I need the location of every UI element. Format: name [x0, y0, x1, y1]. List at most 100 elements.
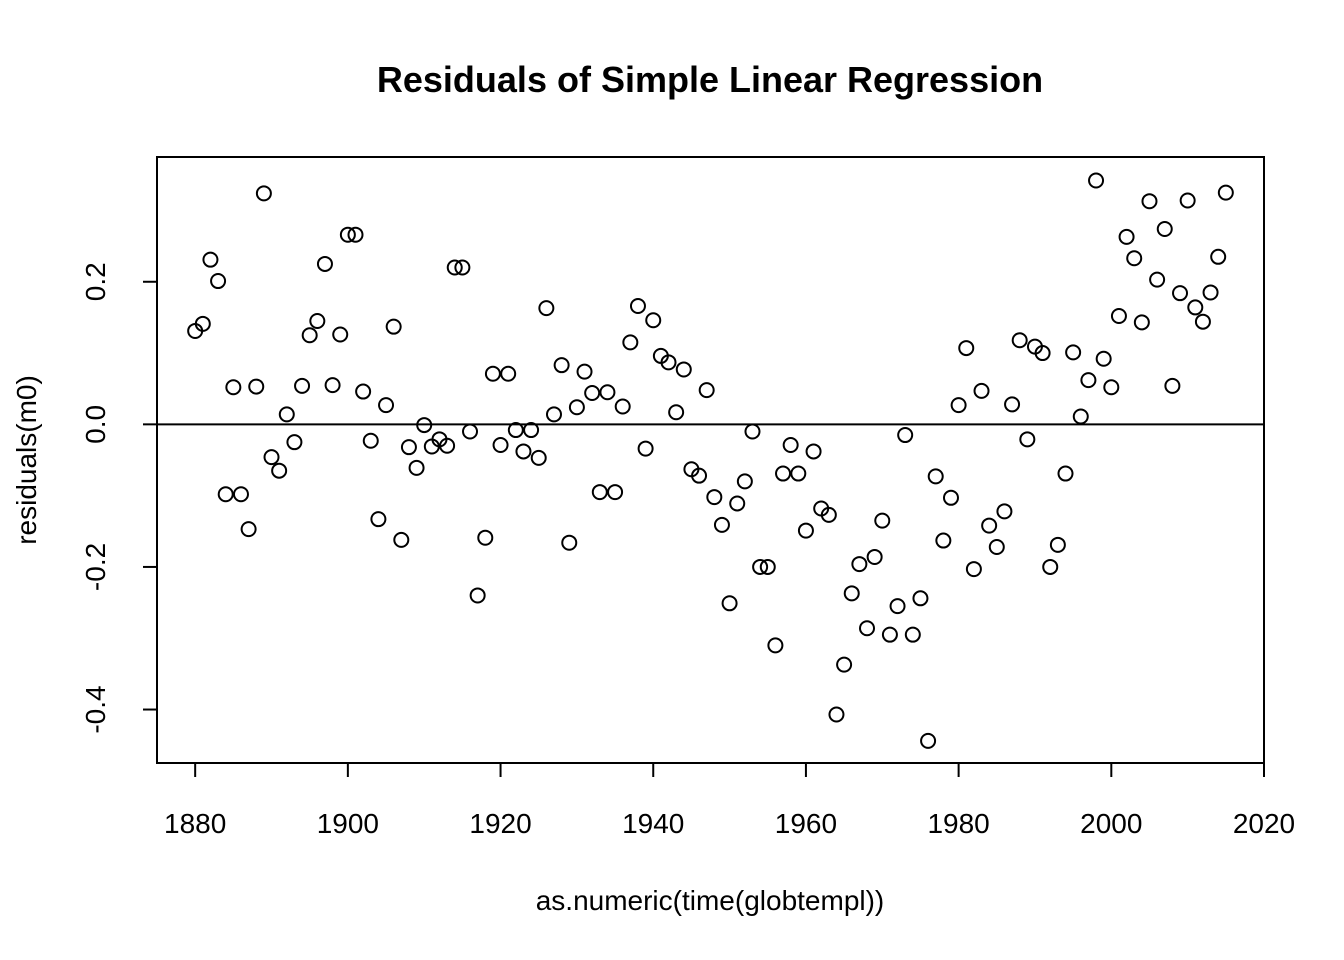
data-point [301, 327, 318, 344]
data-point [1164, 377, 1181, 394]
data-point [881, 626, 898, 643]
data-point [729, 495, 746, 512]
data-point [538, 300, 555, 317]
data-point [889, 598, 906, 615]
data-point [958, 340, 975, 357]
data-point [561, 534, 578, 551]
data-point [645, 312, 662, 329]
x-tick-label: 1900 [317, 808, 379, 839]
data-point [271, 462, 288, 479]
data-point [973, 382, 990, 399]
data-point [568, 399, 585, 416]
data-point [988, 538, 1005, 555]
data-point [294, 377, 311, 394]
data-points [187, 172, 1234, 749]
x-tick-label: 2020 [1233, 808, 1295, 839]
data-point [691, 467, 708, 484]
data-point [248, 378, 265, 395]
data-point [446, 259, 463, 276]
data-point [1072, 408, 1089, 425]
data-point [767, 637, 784, 654]
data-point [820, 506, 837, 523]
data-point [1187, 299, 1204, 316]
data-point [1194, 313, 1211, 330]
data-point [942, 489, 959, 506]
data-point [1034, 345, 1051, 362]
data-point [309, 312, 326, 329]
data-point [599, 384, 616, 401]
y-tick-label: -0.4 [80, 685, 111, 733]
data-point [1042, 558, 1059, 575]
data-point [584, 384, 601, 401]
data-point [370, 511, 387, 528]
data-point [1141, 193, 1158, 210]
data-point [515, 443, 532, 460]
x-axis-label: as.numeric(time(globtempl)) [536, 885, 885, 916]
data-point [1019, 431, 1036, 448]
data-point [454, 259, 471, 276]
data-point [637, 440, 654, 457]
data-point [576, 363, 593, 380]
data-point [904, 626, 921, 643]
data-point [408, 459, 425, 476]
data-point [263, 449, 280, 466]
data-point [1156, 221, 1173, 238]
data-point [202, 251, 219, 268]
data-point [1118, 228, 1135, 245]
y-tick-label: 0.0 [80, 405, 111, 444]
data-point [240, 521, 257, 538]
x-tick-label: 2000 [1080, 808, 1142, 839]
data-point [553, 357, 570, 374]
data-point [897, 427, 914, 444]
data-point [668, 404, 685, 421]
data-point [286, 434, 303, 451]
data-point [607, 484, 624, 501]
data-point [965, 561, 982, 578]
data-point [981, 517, 998, 534]
y-axis-label: residuals(m0) [11, 375, 42, 545]
data-point [1095, 350, 1112, 367]
data-point [759, 558, 776, 575]
chart-title: Residuals of Simple Linear Regression [377, 59, 1043, 100]
data-point [1179, 192, 1196, 209]
data-point [851, 556, 868, 573]
x-tick-label: 1920 [469, 808, 531, 839]
data-point [393, 531, 410, 548]
data-point [255, 185, 272, 202]
data-point [935, 532, 952, 549]
data-point [462, 423, 479, 440]
data-point [1210, 248, 1227, 265]
data-point [713, 516, 730, 533]
data-point [920, 732, 937, 749]
data-point [378, 397, 395, 414]
data-point [950, 397, 967, 414]
data-point [775, 465, 792, 482]
data-point [1049, 536, 1066, 553]
data-point [874, 512, 891, 529]
data-point [217, 486, 234, 503]
data-point [843, 585, 860, 602]
x-axis: 1880 1900 1920 1940 1960 1980 2000 2020 [164, 762, 1295, 839]
data-point [782, 437, 799, 454]
data-point [736, 473, 753, 490]
data-point [1011, 332, 1028, 349]
data-point [416, 417, 433, 434]
x-tick-label: 1940 [622, 808, 684, 839]
data-point [996, 503, 1013, 520]
data-point [400, 439, 417, 456]
data-point [1126, 250, 1143, 267]
data-point [752, 558, 769, 575]
data-point [232, 486, 249, 503]
data-point [797, 522, 814, 539]
x-tick-label: 1980 [927, 808, 989, 839]
data-point [1172, 285, 1189, 302]
data-point [1110, 307, 1127, 324]
data-point [339, 226, 356, 243]
data-point [675, 361, 692, 378]
x-tick-label: 1960 [775, 808, 837, 839]
data-point [1065, 344, 1082, 361]
data-point [1149, 271, 1166, 288]
data-point [859, 620, 876, 637]
data-point [790, 465, 807, 482]
